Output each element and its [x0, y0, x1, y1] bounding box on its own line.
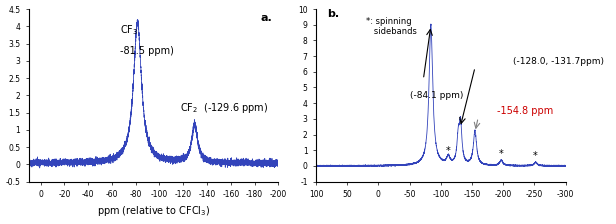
- Text: a.: a.: [261, 13, 272, 23]
- Text: -81.5 ppm): -81.5 ppm): [120, 46, 174, 56]
- Text: *: spinning
   sidebands: *: spinning sidebands: [366, 17, 417, 36]
- Text: (-128.0, -131.7ppm): (-128.0, -131.7ppm): [513, 57, 604, 66]
- Text: CF$_3$: CF$_3$: [120, 23, 139, 37]
- Text: b.: b.: [327, 9, 339, 19]
- Text: (-84.1 ppm): (-84.1 ppm): [410, 91, 463, 100]
- Text: *: *: [499, 149, 504, 159]
- Text: *: *: [446, 146, 451, 156]
- Text: *: *: [533, 151, 538, 161]
- Text: CF$_2$  (-129.6 ppm): CF$_2$ (-129.6 ppm): [180, 101, 268, 115]
- Text: -154.8 ppm: -154.8 ppm: [497, 106, 553, 116]
- X-axis label: ppm (relative to CFCl$_3$): ppm (relative to CFCl$_3$): [97, 205, 210, 218]
